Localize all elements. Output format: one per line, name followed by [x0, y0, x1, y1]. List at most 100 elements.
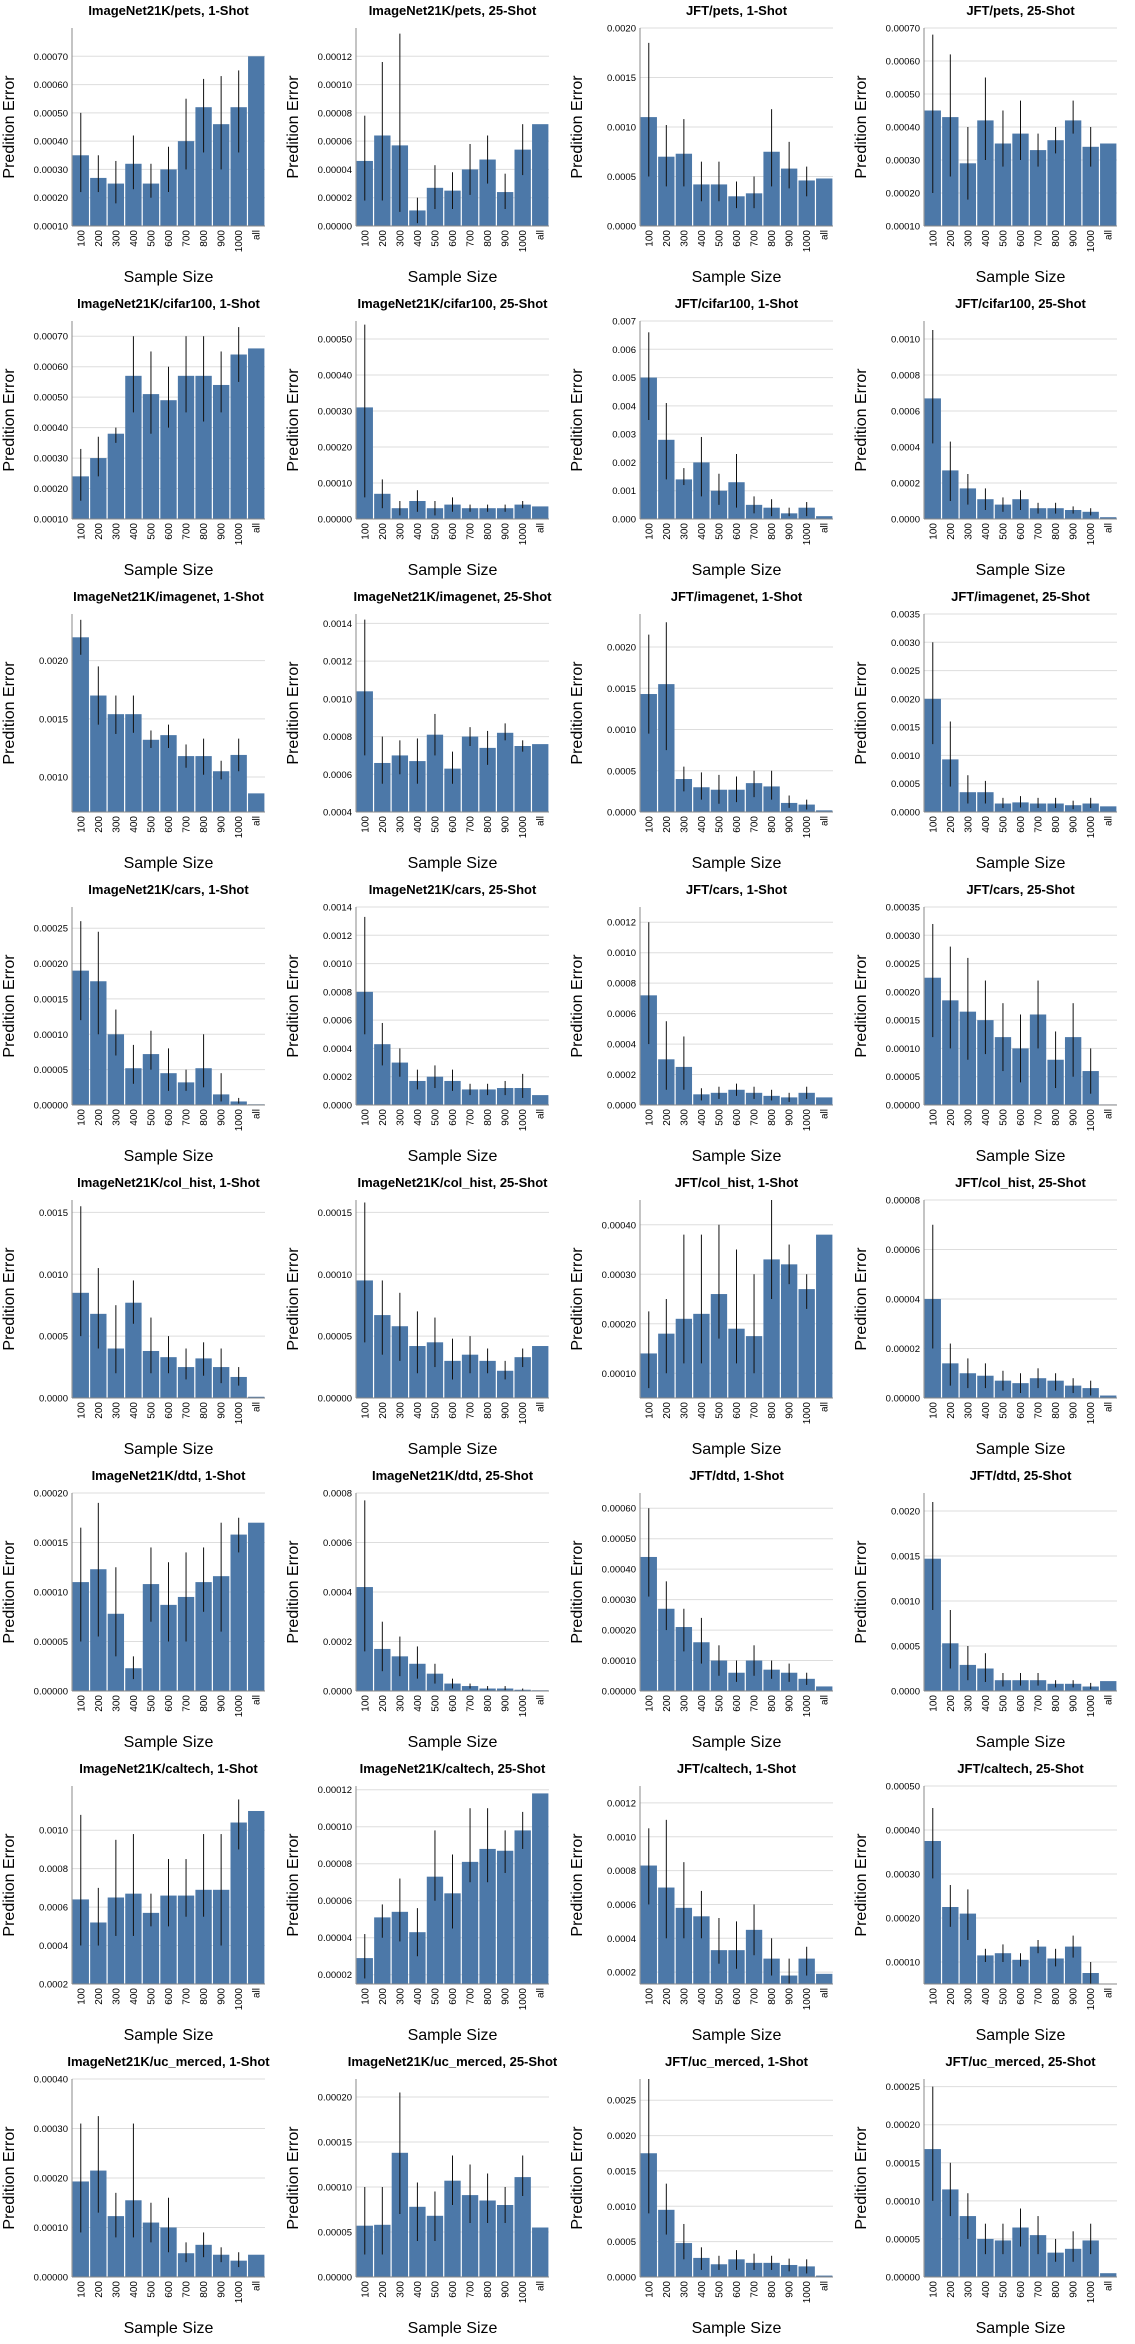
x-tick-label: 800 [483, 816, 494, 833]
bar [374, 1044, 391, 1105]
bar [107, 2216, 125, 2277]
bar [675, 153, 693, 226]
y-tick-label: 0.0004 [891, 443, 920, 454]
chart-title: ImageNet21K/imagenet, 25-Shot [354, 589, 553, 604]
x-tick-label: 300 [679, 523, 690, 540]
chart-title: ImageNet21K/uc_merced, 25-Shot [348, 2054, 558, 2069]
bar [444, 2180, 461, 2277]
y-tick-label: 0.005 [612, 373, 636, 384]
x-tick-label: 400 [981, 816, 992, 833]
x-tick-label: 900 [1069, 1402, 1080, 1419]
bar [496, 2205, 514, 2277]
y-tick-label: 0.00040 [318, 371, 352, 382]
bar [426, 1876, 444, 1984]
bar [780, 168, 798, 226]
bar [745, 2262, 763, 2277]
x-tick-label: 300 [963, 1109, 974, 1126]
x-tick-label: 900 [217, 1109, 228, 1126]
bar-chart: ImageNet21K/dtd, 1-Shot 0.00000 0.00005 0.0… [1, 1468, 265, 1751]
y-tick-label: 0.0025 [607, 2096, 636, 2107]
y-tick-label: 0.0010 [39, 773, 68, 784]
x-tick-label: 500 [146, 523, 157, 540]
x-tick-label: 900 [217, 1695, 228, 1712]
bar [496, 732, 514, 812]
chart-panel: ImageNet21K/uc_merced, 1-Shot 0.00000 0.00… [0, 2051, 284, 2344]
x-tick-label: 600 [164, 1988, 175, 2005]
chart-panel: ImageNet21K/imagenet, 1-Shot 0.0010 0.0015… [0, 586, 284, 879]
bar [248, 348, 265, 519]
x-axis-label: Sample Size [124, 1441, 214, 1458]
bar [479, 2200, 496, 2277]
chart-title: ImageNet21K/caltech, 25-Shot [360, 1761, 546, 1776]
bar [745, 1929, 763, 1984]
bar [72, 1292, 89, 1398]
x-tick-label: 700 [466, 1402, 477, 1419]
y-axis-label: Predition Error [853, 368, 870, 472]
y-tick-label: 0.0020 [607, 24, 636, 35]
y-tick-label: 0.00005 [318, 2228, 352, 2239]
bar [924, 398, 941, 519]
x-tick-label: 700 [466, 1988, 477, 2005]
x-tick-label: 800 [199, 1695, 210, 1712]
x-tick-label: 600 [448, 816, 459, 833]
y-tick-label: 0.00000 [34, 1687, 68, 1698]
x-tick-label: 500 [998, 1988, 1009, 2005]
x-tick-label: 800 [199, 523, 210, 540]
x-tick-label: 500 [714, 523, 725, 540]
x-tick-label: 500 [430, 1988, 441, 2005]
x-tick-label: 600 [1016, 523, 1027, 540]
x-tick-label: 200 [94, 1988, 105, 2005]
bar [798, 1289, 815, 1398]
x-tick-label: 300 [395, 1988, 406, 2005]
x-tick-label: 300 [679, 230, 690, 247]
bar [195, 2244, 212, 2277]
x-axis-label: Sample Size [692, 2027, 782, 2044]
x-tick-label: 600 [732, 816, 743, 833]
y-tick-label: 0.0004 [323, 808, 352, 819]
y-tick-label: 0.0008 [607, 1866, 636, 1877]
x-tick-label: all [1104, 1988, 1115, 1998]
y-tick-label: 0.00015 [34, 994, 68, 1005]
y-tick-label: 0.0000 [39, 1394, 68, 1405]
chart-title: JFT/pets, 25-Shot [966, 3, 1075, 18]
y-tick-label: 0.00010 [602, 1656, 636, 1667]
bar [461, 508, 479, 519]
bar [532, 1095, 549, 1105]
x-tick-label: 600 [732, 1695, 743, 1712]
y-tick-label: 0.00070 [34, 332, 68, 343]
bar [374, 1917, 391, 1984]
y-tick-label: 0.0000 [607, 1101, 636, 1112]
x-axis-label: Sample Size [124, 2320, 214, 2337]
bar [230, 107, 247, 226]
bar [107, 433, 125, 519]
chart-title: JFT/imagenet, 25-Shot [951, 589, 1090, 604]
x-tick-label: 700 [466, 230, 477, 247]
bar [1064, 1946, 1082, 1984]
bar [107, 1897, 125, 1984]
bar [1064, 2248, 1082, 2277]
bar [977, 1020, 994, 1105]
x-tick-label: 100 [928, 816, 939, 833]
x-axis-label: Sample Size [976, 1734, 1066, 1751]
bar [160, 1895, 177, 1984]
bar [107, 183, 125, 226]
bar-chart: JFT/imagenet, 1-Shot 0.0000 0.0005 0.0010 0.… [569, 589, 833, 872]
x-tick-label: 500 [146, 1402, 157, 1419]
x-tick-label: 300 [963, 230, 974, 247]
y-tick-label: 0.0008 [607, 979, 636, 990]
x-tick-label: 400 [413, 816, 424, 833]
x-tick-label: 900 [785, 816, 796, 833]
chart-panel: JFT/imagenet, 25-Shot 0.0000 0.0005 0.0010 0… [852, 586, 1135, 879]
bar [763, 1095, 780, 1105]
x-tick-label: 100 [360, 816, 371, 833]
x-tick-label: 300 [963, 1402, 974, 1419]
chart-title: JFT/cifar100, 25-Shot [955, 296, 1086, 311]
x-tick-label: 900 [217, 2281, 228, 2298]
x-tick-label: 700 [1034, 523, 1045, 540]
bar [1100, 1395, 1117, 1398]
y-axis-label: Predition Error [853, 1247, 870, 1351]
x-tick-label: 100 [76, 816, 87, 833]
bar [1082, 2240, 1099, 2277]
bar [924, 1558, 941, 1691]
bar [816, 1686, 833, 1691]
